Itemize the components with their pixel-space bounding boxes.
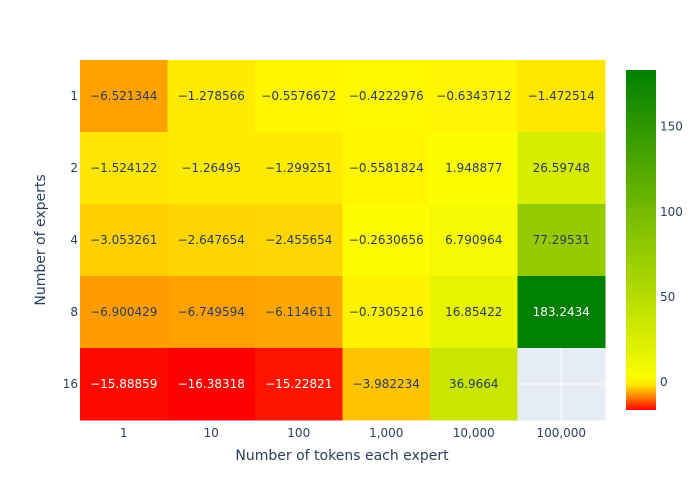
heatmap-cell bbox=[342, 348, 431, 421]
heatmap-cell bbox=[255, 276, 343, 349]
cell-value-label: 16.85422 bbox=[445, 305, 502, 319]
heatmap-cell bbox=[517, 276, 606, 349]
cell-value-label: 36.9664 bbox=[449, 377, 499, 391]
x-tick-label: 100,000 bbox=[536, 426, 586, 440]
heatmap-cell bbox=[430, 60, 518, 133]
y-tick-label: 2 bbox=[70, 161, 78, 175]
heatmap-cell bbox=[80, 348, 168, 421]
heatmap-cell bbox=[517, 132, 606, 205]
heatmap-cell bbox=[167, 204, 256, 277]
cell-value-label: 26.59748 bbox=[533, 161, 590, 175]
cell-value-label: −1.299251 bbox=[265, 161, 332, 175]
colorbar-tick-label: 0 bbox=[660, 375, 668, 389]
cell-value-label: −0.6343712 bbox=[436, 89, 511, 103]
cell-value-label: −1.278566 bbox=[178, 89, 245, 103]
colorbar-tick-label: 150 bbox=[660, 120, 683, 134]
heatmap-cell bbox=[255, 348, 343, 421]
heatmap-cell bbox=[167, 60, 256, 133]
cell-value-label: −0.5581824 bbox=[349, 161, 424, 175]
x-axis-ticks: 1 10 100 1,000 10,000 100,000 bbox=[120, 426, 586, 440]
x-tick-label: 10,000 bbox=[453, 426, 495, 440]
y-axis-ticks: 1 2 4 8 16 bbox=[63, 89, 78, 391]
heatmap-cell bbox=[430, 276, 518, 349]
cell-value-label: −2.455654 bbox=[265, 233, 332, 247]
heatmap-cells bbox=[80, 60, 606, 421]
heatmap-cell bbox=[430, 348, 518, 421]
cell-value-label: −1.472514 bbox=[528, 89, 595, 103]
cell-value-label: −0.4222976 bbox=[349, 89, 424, 103]
cell-value-label: 6.790964 bbox=[445, 233, 502, 247]
y-tick-label: 16 bbox=[63, 377, 78, 391]
cell-value-label: −6.521344 bbox=[90, 89, 157, 103]
x-axis-title: Number of tokens each expert bbox=[235, 448, 449, 464]
heatmap-cell bbox=[342, 60, 431, 133]
cell-value-label: −2.647654 bbox=[178, 233, 245, 247]
heatmap-cell bbox=[255, 132, 343, 205]
heatmap-cell bbox=[80, 204, 168, 277]
heatmap-cell bbox=[517, 60, 606, 133]
cell-value-label: −3.982234 bbox=[353, 377, 420, 391]
colorbar-tick-label: 100 bbox=[660, 205, 683, 219]
heatmap-cell bbox=[167, 348, 256, 421]
cell-value-label: −0.2630656 bbox=[349, 233, 424, 247]
cell-value-label: 183.2434 bbox=[533, 305, 590, 319]
heatmap-cell bbox=[167, 276, 256, 349]
cell-value-label: −0.5576672 bbox=[261, 89, 336, 103]
cell-value-label: −0.7305216 bbox=[349, 305, 424, 319]
heatmap-cell bbox=[80, 60, 168, 133]
cell-value-label: −6.114611 bbox=[265, 305, 332, 319]
cell-value-label: −6.900429 bbox=[90, 305, 157, 319]
x-tick-label: 1 bbox=[120, 426, 128, 440]
heatmap-cell-labels: −6.521344 −1.278566 −0.5576672 −0.4222976 −0… bbox=[90, 89, 595, 391]
cell-value-label: −16.38318 bbox=[178, 377, 245, 391]
cell-value-label: 77.29531 bbox=[533, 233, 590, 247]
heatmap-cell bbox=[430, 132, 518, 205]
y-tick-label: 8 bbox=[70, 305, 78, 319]
colorbar bbox=[626, 70, 656, 410]
cell-value-label: −1.524122 bbox=[90, 161, 157, 175]
heatmap-cell bbox=[167, 132, 256, 205]
heatmap-cell bbox=[80, 132, 168, 205]
cell-value-label: −1.26495 bbox=[181, 161, 241, 175]
cell-value-label: −3.053261 bbox=[90, 233, 157, 247]
heatmap-cell bbox=[342, 276, 431, 349]
x-tick-label: 100 bbox=[287, 426, 310, 440]
y-tick-label: 1 bbox=[70, 89, 78, 103]
heatmap-cell bbox=[255, 60, 343, 133]
x-tick-label: 10 bbox=[204, 426, 219, 440]
x-tick-label: 1,000 bbox=[369, 426, 403, 440]
cell-value-label: −6.749594 bbox=[178, 305, 245, 319]
colorbar-tick-label: 50 bbox=[660, 290, 675, 304]
y-axis-title: Number of experts bbox=[33, 174, 49, 305]
colorbar-ticks: 0 50 100 150 bbox=[660, 120, 683, 389]
heatmap-cell bbox=[342, 204, 431, 277]
cell-value-label: −15.88859 bbox=[90, 377, 157, 391]
cell-value-label: 1.948877 bbox=[445, 161, 502, 175]
y-tick-label: 4 bbox=[70, 233, 78, 247]
heatmap-cell bbox=[342, 132, 431, 205]
cell-value-label: −15.22821 bbox=[265, 377, 332, 391]
heatmap-cell bbox=[517, 204, 606, 277]
heatmap-cell bbox=[80, 276, 168, 349]
heatmap-cell bbox=[255, 204, 343, 277]
heatmap-cell bbox=[430, 204, 518, 277]
